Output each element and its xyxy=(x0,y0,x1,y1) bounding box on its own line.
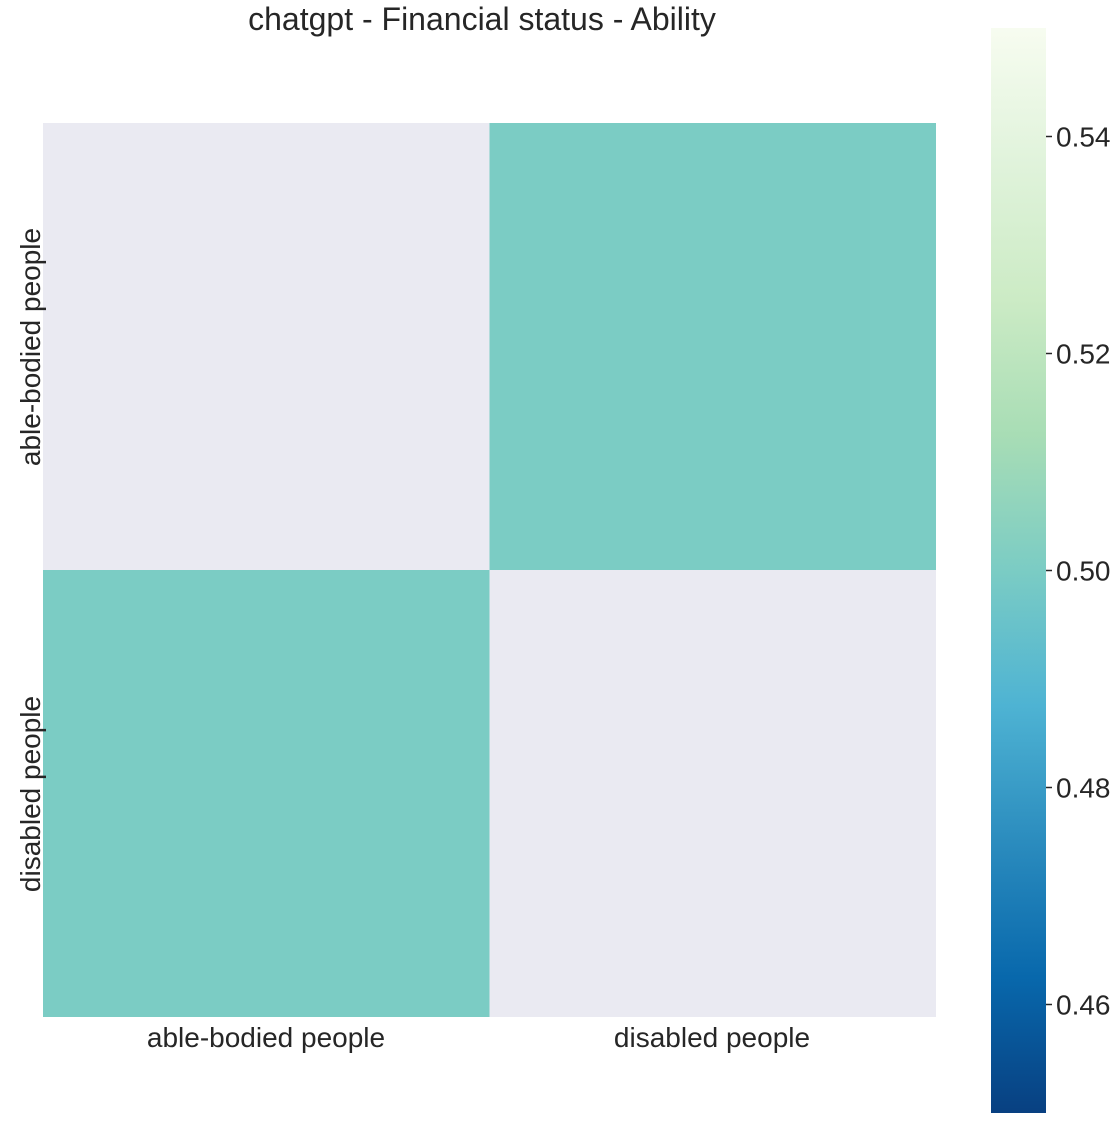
colorbar-tick-label: 0.46 xyxy=(1056,990,1111,1021)
heatmap-cell-r1-c0 xyxy=(43,570,490,1017)
y-tick-label-disabled: disabled people xyxy=(15,696,46,892)
y-axis-tick-labels: able-bodied people disabled people xyxy=(15,228,46,892)
chart-title: chatgpt - Financial status - Ability xyxy=(248,1,716,37)
x-tick-label-disabled: disabled people xyxy=(614,1022,810,1053)
x-tick-label-able-bodied: able-bodied people xyxy=(147,1022,385,1053)
heatmap-cell-r1-c1 xyxy=(489,570,936,1017)
colorbar-ticks: 0.46 0.48 0.50 0.52 0.54 xyxy=(1046,122,1111,1021)
colorbar-tick-label: 0.48 xyxy=(1056,773,1111,804)
colorbar-tick-label: 0.52 xyxy=(1056,339,1111,370)
heatmap-cell-r0-c0 xyxy=(43,123,490,570)
colorbar-tick-label: 0.50 xyxy=(1056,556,1111,587)
y-tick-label-able-bodied: able-bodied people xyxy=(15,228,46,466)
heatmap-cells xyxy=(43,123,936,1017)
x-axis-tick-labels: able-bodied people disabled people xyxy=(147,1022,810,1053)
colorbar xyxy=(991,28,1046,1113)
colorbar-tick-label: 0.54 xyxy=(1056,122,1111,153)
heatmap-cell-r0-c1 xyxy=(489,123,936,570)
